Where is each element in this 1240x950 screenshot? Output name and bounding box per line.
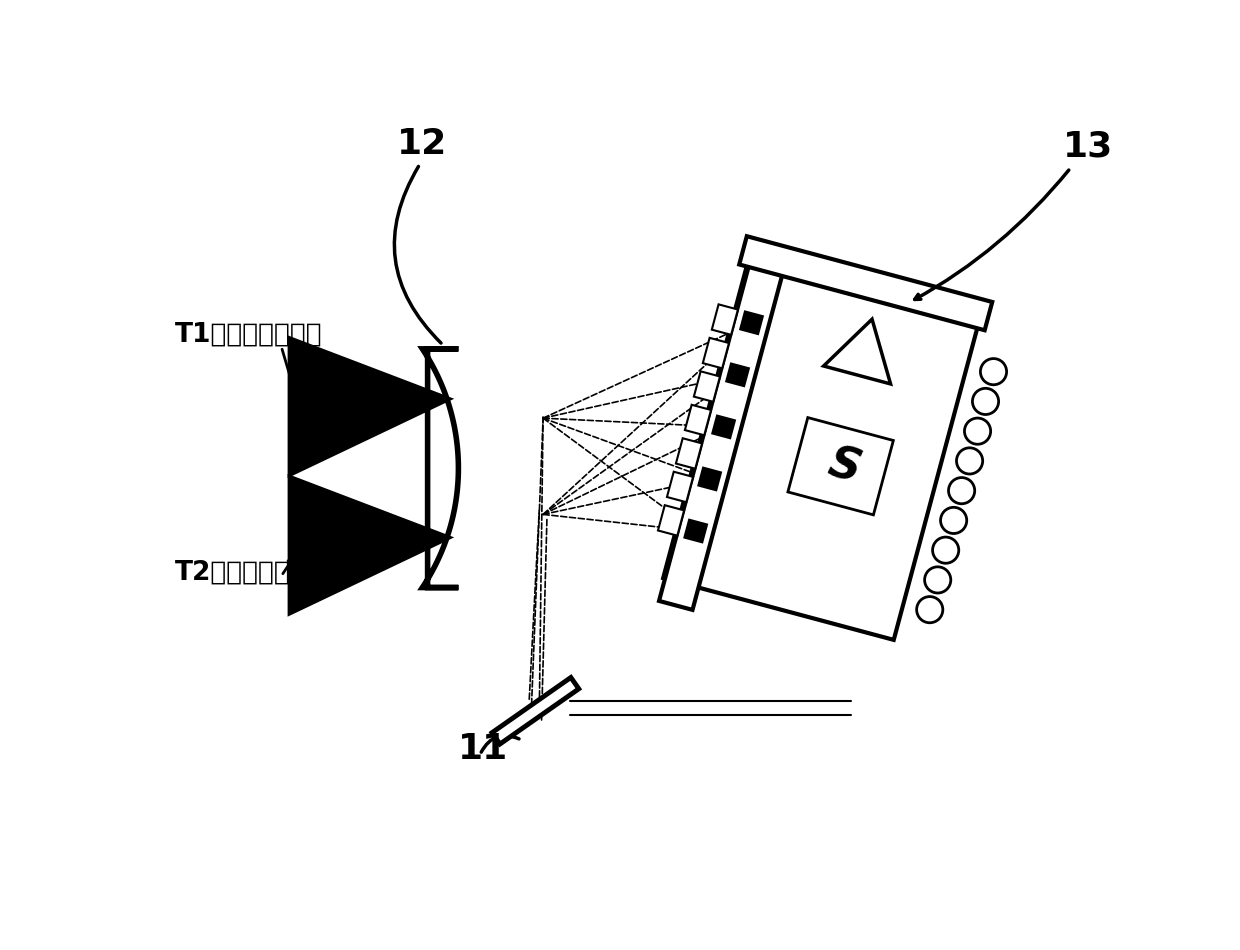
Text: T2时刻，第二焦点: T2时刻，第二焦点 [175,560,322,586]
Circle shape [956,447,982,474]
Polygon shape [658,505,684,536]
Polygon shape [289,337,450,476]
Polygon shape [698,467,720,490]
Text: T1时刻，第一焦点: T1时刻，第一焦点 [175,321,322,347]
Polygon shape [703,338,729,369]
Polygon shape [423,349,459,587]
Polygon shape [684,405,711,435]
Polygon shape [712,415,735,438]
Polygon shape [684,520,707,542]
Text: 12: 12 [397,127,448,162]
Polygon shape [289,476,450,615]
Circle shape [949,478,975,504]
Polygon shape [787,418,893,515]
Polygon shape [740,312,763,334]
Circle shape [972,389,998,414]
Polygon shape [712,304,738,334]
Text: 11: 11 [459,732,508,767]
Circle shape [932,537,959,563]
Text: 13: 13 [1063,129,1114,163]
Polygon shape [727,364,749,386]
Circle shape [916,597,942,623]
Polygon shape [492,677,579,744]
Polygon shape [663,266,977,640]
Polygon shape [823,319,890,384]
Polygon shape [739,237,992,331]
Text: S: S [823,442,866,491]
Circle shape [981,358,1007,385]
Circle shape [925,567,951,593]
Polygon shape [676,438,702,468]
Circle shape [941,507,967,534]
Polygon shape [658,244,789,610]
Polygon shape [694,371,720,402]
Circle shape [965,418,991,445]
Polygon shape [667,472,693,503]
